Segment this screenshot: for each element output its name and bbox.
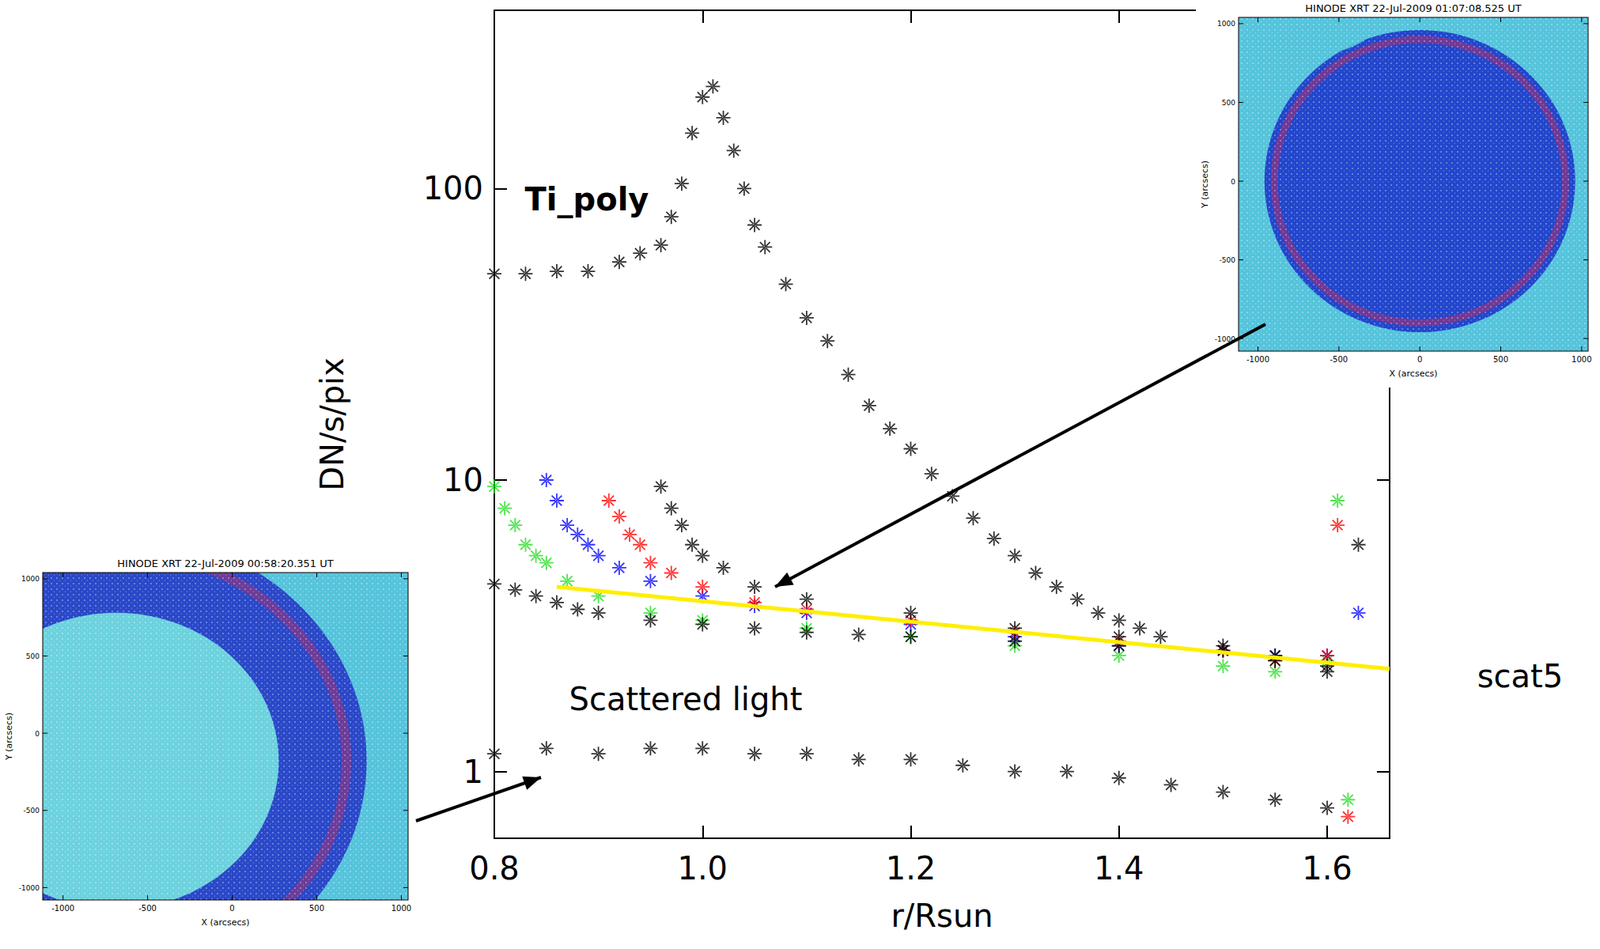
- svg-text:Y (arcsecs): Y (arcsecs): [1199, 160, 1211, 209]
- svg-text:10: 10: [442, 461, 484, 499]
- svg-text:500: 500: [26, 652, 40, 661]
- svg-text:-1000: -1000: [1214, 335, 1236, 344]
- svg-text:Scattered light: Scattered light: [569, 680, 803, 718]
- svg-text:1.4: 1.4: [1093, 850, 1145, 887]
- svg-text:0: 0: [1230, 177, 1236, 186]
- svg-text:-500: -500: [1219, 256, 1237, 265]
- svg-text:1.0: 1.0: [677, 850, 728, 887]
- svg-text:1000: 1000: [391, 904, 412, 913]
- svg-text:-1000: -1000: [18, 884, 40, 893]
- svg-text:0.8: 0.8: [469, 850, 520, 887]
- svg-text:-1000: -1000: [51, 904, 75, 913]
- svg-text:-500: -500: [23, 806, 41, 815]
- svg-text:1.2: 1.2: [885, 850, 937, 887]
- svg-text:X (arcsecs): X (arcsecs): [201, 917, 250, 928]
- svg-text:0: 0: [229, 904, 235, 913]
- svg-text:100: 100: [423, 170, 484, 207]
- svg-text:1: 1: [463, 753, 484, 791]
- svg-text:-500: -500: [1330, 355, 1349, 364]
- svg-text:1000: 1000: [21, 574, 40, 583]
- svg-text:HINODE XRT 22-Jul-2009 00:58:2: HINODE XRT 22-Jul-2009 00:58:20.351 UT: [117, 557, 334, 570]
- svg-text:Ti_poly: Ti_poly: [525, 181, 650, 219]
- svg-text:Y (arcsecs): Y (arcsecs): [3, 712, 15, 761]
- svg-text:1000: 1000: [1217, 19, 1236, 28]
- svg-text:1.6: 1.6: [1301, 850, 1353, 887]
- svg-text:0: 0: [1417, 355, 1423, 364]
- svg-text:-1000: -1000: [1246, 355, 1270, 364]
- svg-text:500: 500: [309, 904, 325, 913]
- svg-text:scat5: scat5: [1477, 658, 1563, 695]
- svg-text:0: 0: [34, 730, 40, 738]
- svg-text:-500: -500: [138, 904, 157, 913]
- svg-text:1000: 1000: [1571, 355, 1592, 364]
- svg-text:X (arcsecs): X (arcsecs): [1389, 368, 1438, 379]
- svg-text:500: 500: [1493, 355, 1509, 364]
- svg-text:HINODE XRT 22-Jul-2009 01:07:0: HINODE XRT 22-Jul-2009 01:07:08.525 UT: [1304, 2, 1522, 15]
- svg-text:500: 500: [1221, 98, 1236, 107]
- svg-text:r/Rsun: r/Rsun: [890, 897, 993, 935]
- svg-text:DN/s/pix: DN/s/pix: [313, 357, 351, 492]
